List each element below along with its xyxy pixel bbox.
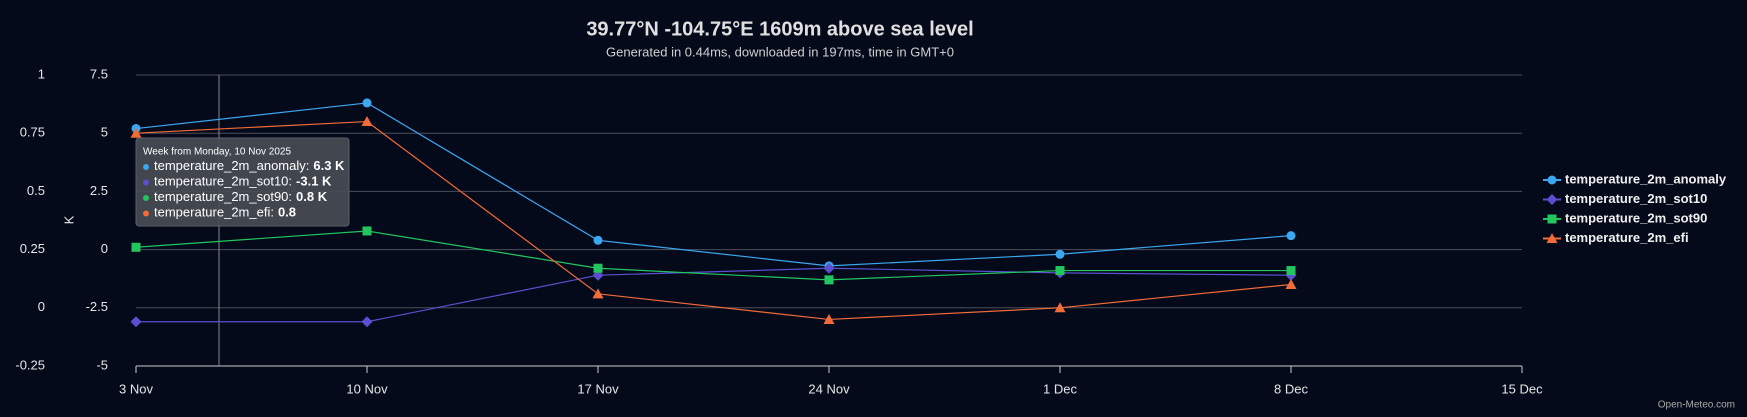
- x-tick-label: 1 Dec: [1043, 381, 1077, 396]
- tooltip-item: temperature_2m_efi: 0.8: [154, 205, 296, 220]
- y2-tick-label: 1: [38, 66, 45, 81]
- point: [130, 316, 142, 328]
- tooltip-item: temperature_2m_sot90: 0.8 K: [154, 189, 328, 204]
- point: [823, 313, 835, 324]
- point: [1054, 302, 1066, 313]
- tooltip-dot: [143, 164, 149, 170]
- y2-tick-label: 0.75: [20, 125, 45, 140]
- series-line: [136, 267, 1292, 323]
- point: [1547, 214, 1557, 224]
- point: [593, 263, 603, 273]
- point: [1286, 231, 1296, 241]
- tooltip-dot: [143, 195, 149, 201]
- legend-label: temperature_2m_efi: [1565, 230, 1689, 245]
- tooltip-title: Week from Monday, 10 Nov 2025: [143, 147, 291, 158]
- x-tick-label: 17 Nov: [577, 381, 619, 396]
- y-tick-label: -5: [96, 357, 108, 372]
- point: [1546, 233, 1558, 243]
- point: [1285, 279, 1297, 290]
- y-tick-label: -2.5: [86, 299, 108, 314]
- y-tick-label: 5: [101, 125, 108, 140]
- y-tick-label: 2.5: [90, 183, 108, 198]
- x-tick-label: 15 Dec: [1501, 381, 1543, 396]
- point: [361, 316, 373, 328]
- tooltip-value: 6.3 K: [313, 158, 345, 173]
- tooltip-value: 0.8 K: [296, 189, 328, 204]
- point: [1055, 249, 1065, 259]
- tooltip-label: temperature_2m_efi:: [154, 205, 274, 220]
- tooltip-label: temperature_2m_sot90:: [154, 189, 292, 204]
- point: [131, 242, 141, 252]
- series-line: [135, 102, 1292, 267]
- tooltip-value: 0.8: [278, 205, 296, 220]
- x-tick-label: 24 Nov: [808, 381, 850, 396]
- tooltip-value: -3.1 K: [296, 174, 332, 189]
- point: [1546, 194, 1558, 205]
- point: [1055, 266, 1065, 276]
- x-tick-label: 8 Dec: [1274, 381, 1308, 396]
- tooltip-item: temperature_2m_anomaly: 6.3 K: [154, 158, 345, 173]
- chart-title: 39.77°N -104.75°E 1609m above sea level: [586, 18, 973, 40]
- point: [592, 288, 604, 299]
- y-axis-label: K: [61, 215, 76, 224]
- y2-tick-label: -0.25: [15, 357, 45, 372]
- y2-tick-label: 0.5: [27, 183, 45, 198]
- point: [823, 262, 835, 274]
- legend-label: temperature_2m_anomaly: [1565, 171, 1727, 186]
- point: [1286, 266, 1296, 276]
- point: [130, 127, 142, 138]
- tooltip: Week from Monday, 10 Nov 2025temperature…: [135, 137, 350, 227]
- tooltip-label: temperature_2m_anomaly:: [154, 158, 309, 173]
- tooltip-box: [135, 137, 350, 227]
- tooltip-label: temperature_2m_sot10:: [154, 174, 292, 189]
- point: [362, 226, 372, 236]
- series-line: [135, 120, 1292, 321]
- x-tick-label: 3 Nov: [119, 381, 153, 396]
- y2-tick-label: 0.25: [20, 241, 45, 256]
- point: [362, 98, 372, 108]
- legend-label: temperature_2m_sot10: [1565, 191, 1707, 206]
- tooltip-dot: [143, 210, 149, 217]
- point: [361, 116, 373, 127]
- point: [593, 235, 603, 245]
- point: [824, 275, 834, 285]
- x-tick-label: 10 Nov: [346, 381, 388, 396]
- credit: Open-Meteo.com: [1658, 400, 1735, 411]
- y2-tick-label: 0: [38, 299, 45, 314]
- series-line: [135, 230, 1291, 281]
- chart-subtitle: Generated in 0.44ms, downloaded in 197ms…: [606, 44, 954, 59]
- point: [1547, 175, 1557, 185]
- legend-label: temperature_2m_sot90: [1565, 210, 1707, 225]
- y-tick-label: 7.5: [90, 66, 108, 81]
- y-tick-label: 0: [101, 241, 108, 256]
- tooltip-item: temperature_2m_sot10: -3.1 K: [154, 174, 332, 189]
- tooltip-dot: [143, 179, 149, 186]
